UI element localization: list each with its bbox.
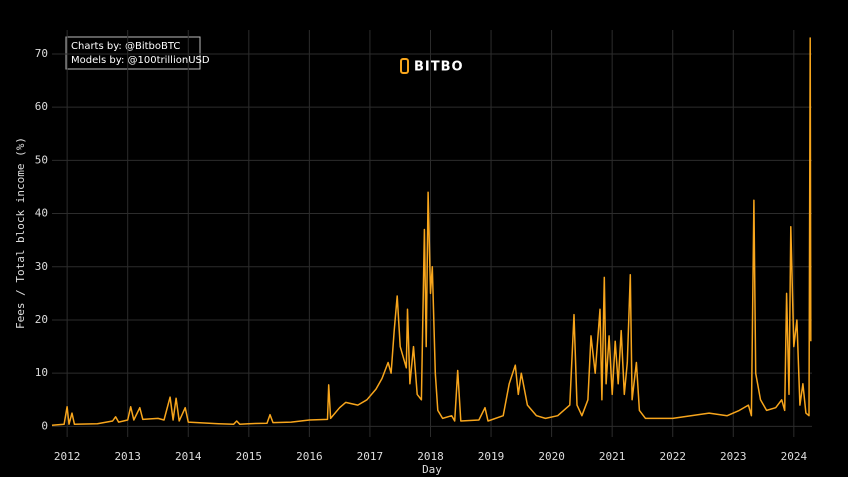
x-axis-label: Day [422, 463, 442, 476]
y-tick-label: 70 [35, 47, 48, 60]
x-tick-label: 2012 [54, 450, 81, 463]
x-tick-label: 2020 [538, 450, 565, 463]
x-tick-label: 2015 [236, 450, 263, 463]
x-tick-label: 2018 [417, 450, 444, 463]
x-tick-label: 2022 [659, 450, 686, 463]
y-tick-label: 50 [35, 153, 48, 166]
x-tick-label: 2023 [720, 450, 747, 463]
x-tick-label: 2021 [599, 450, 626, 463]
x-tick-label: 2024 [781, 450, 808, 463]
annotation-box [65, 36, 201, 70]
x-tick-label: 2014 [175, 450, 202, 463]
x-tick-label: 2019 [478, 450, 505, 463]
y-axis-label: Fees / Total block income (%) [14, 137, 27, 329]
annotation: Charts by: @BitboBTC [71, 41, 180, 52]
y-tick-label: 40 [35, 207, 48, 220]
y-tick-label: 20 [35, 313, 48, 326]
x-tick-label: 2016 [296, 450, 323, 463]
y-tick-label: 0 [41, 419, 48, 432]
y-tick-label: 10 [35, 366, 48, 379]
logo-icon [400, 58, 409, 74]
y-tick-label: 60 [35, 100, 48, 113]
annotation: Models by: @100trillionUSD [71, 55, 210, 66]
line-series [51, 37, 812, 427]
x-tick-label: 2013 [114, 450, 141, 463]
logo: BITBO [414, 60, 464, 75]
y-tick-label: 30 [35, 260, 48, 273]
x-tick-label: 2017 [357, 450, 384, 463]
